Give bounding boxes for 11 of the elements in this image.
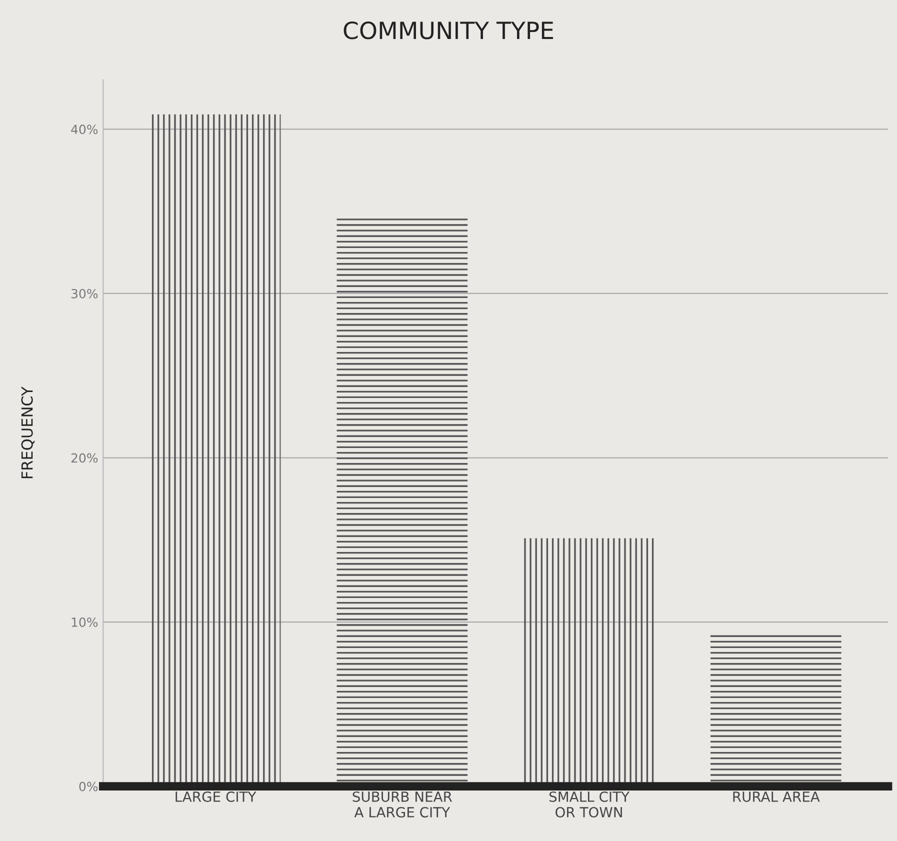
x-tick-label: RURAL AREA — [733, 792, 820, 802]
y-tick-label: 20% — [71, 453, 98, 463]
y-tick-label: 10% — [72, 618, 98, 627]
y-tick-label: 0% — [79, 782, 98, 792]
y-axis-title: FREQUENCY — [21, 386, 35, 478]
chart-title: COMMUNITY TYPE — [344, 21, 554, 40]
x-tick-label: LARGE CITY — [176, 791, 256, 802]
y-tick-label: 30% — [71, 288, 98, 298]
x-tick-label: SMALL CITY OR TOWN — [549, 791, 630, 818]
y-tick-label: 40% — [71, 124, 98, 134]
x-tick-label: SUBURB NEAR A LARGE CITY — [352, 791, 452, 818]
